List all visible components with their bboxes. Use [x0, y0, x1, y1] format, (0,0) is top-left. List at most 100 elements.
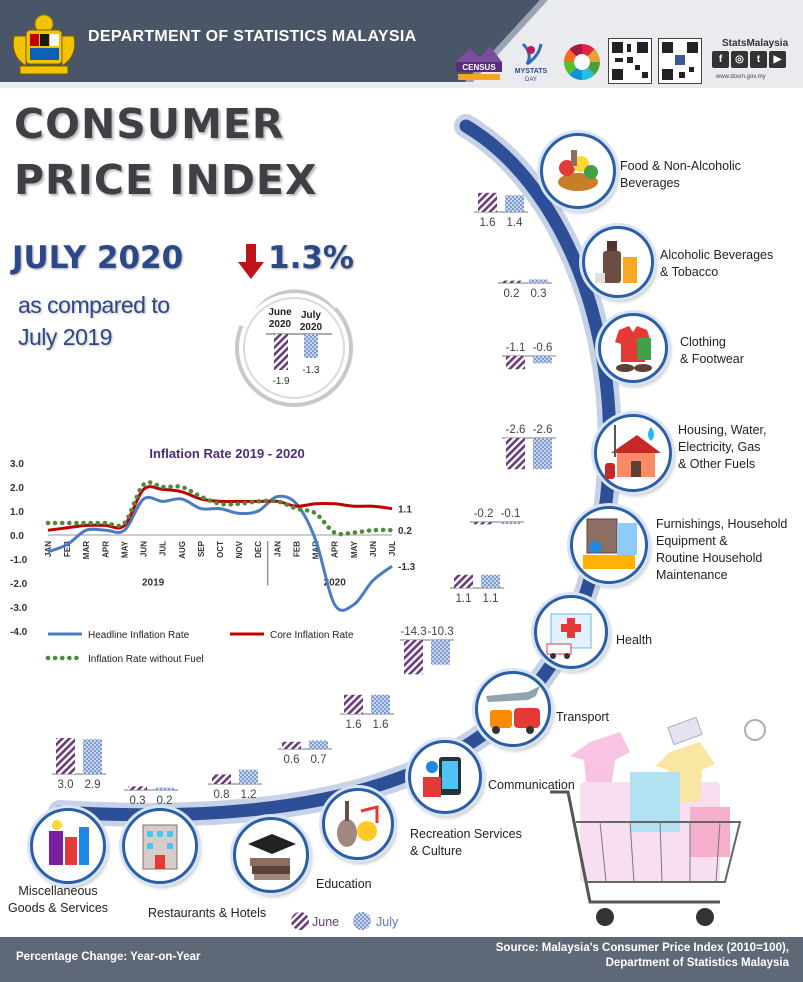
- series-end-label: -1.3: [398, 562, 416, 573]
- instagram-icon[interactable]: ◎: [731, 51, 748, 68]
- x-tick-label: SEP: [197, 540, 206, 557]
- bar-june: [506, 356, 525, 370]
- x-tick-label: FEB: [292, 541, 301, 557]
- crest-icon: [12, 14, 76, 75]
- category-label-health: Health: [616, 632, 652, 649]
- month-label: JULY 2020: [12, 240, 184, 276]
- bar-value-label: 1.1: [456, 593, 472, 605]
- facebook-icon[interactable]: f: [712, 51, 729, 68]
- census-label: CENSUS: [462, 63, 496, 72]
- bar-value-label: 2.9: [85, 779, 101, 791]
- headline-july-value: -1.3: [302, 365, 320, 376]
- bar-june: [478, 192, 497, 212]
- bar-value-label: -14.3: [400, 626, 426, 638]
- mystats-logo-icon: MYSTATS DAY: [515, 42, 548, 83]
- inflation-line-chart: Inflation Rate 2019 - 2020 3.0 2.0 1.0 0.0 -1…: [10, 446, 416, 665]
- bar-value-label: -0.1: [501, 508, 521, 520]
- food-icon: [540, 133, 616, 209]
- line-chart-title: Inflation Rate 2019 - 2020: [149, 446, 304, 461]
- x-tick-label: MAR: [82, 541, 91, 559]
- category-label-restaurants: Restaurants & Hotels: [148, 905, 266, 922]
- july-2020-label-2: 2020: [300, 322, 323, 333]
- category-label-line: Communication: [488, 778, 575, 792]
- category-label-alcohol: Alcoholic Beverages & Tobacco: [660, 247, 773, 281]
- bar-june: [404, 640, 423, 675]
- bar-july: [481, 574, 500, 588]
- sdg-wheel-icon: [564, 44, 600, 80]
- x-tick-label: JUN: [369, 541, 378, 557]
- footer-note: Percentage Change: Year-on-Year: [16, 951, 201, 963]
- x-tick-label: JUL: [159, 541, 168, 556]
- qr-code-icon: [608, 38, 652, 84]
- bar-june: [344, 694, 363, 714]
- category-label-education: Education: [316, 876, 372, 893]
- x-tick-label: JAN: [44, 541, 53, 557]
- shopping-cart-icon: [550, 716, 766, 926]
- twitter-icon[interactable]: t: [750, 51, 767, 68]
- bar-june: [506, 438, 525, 470]
- category-label-line: Food & Non-Alcoholic: [620, 159, 741, 173]
- category-label-line: Maintenance: [656, 568, 728, 582]
- series-line-1: [47, 485, 393, 532]
- category-label-line: Miscellaneous: [18, 884, 98, 898]
- bar-value-label: 1.4: [507, 217, 524, 229]
- bar-july: [505, 195, 524, 212]
- y-tick-label: -2.0: [10, 579, 28, 590]
- y-tick-label: 3.0: [10, 459, 24, 470]
- bar-july: [83, 739, 102, 774]
- title-line-1: CONSUMER: [14, 100, 285, 148]
- bar-value-label: 0.2: [504, 288, 520, 300]
- bar-june: [56, 738, 75, 774]
- x-tick-label: FEB: [63, 541, 72, 557]
- june-2020-label-1: June: [268, 307, 292, 318]
- x-tick-label: JAN: [273, 541, 282, 557]
- headline-compare-chart: June 2020 July 2020 -1.9 -1.3: [235, 286, 353, 407]
- brand-name: StatsMalaysia: [722, 38, 789, 49]
- footer-source-2: Department of Statistics Malaysia: [605, 957, 789, 969]
- transport-icon: [475, 671, 551, 747]
- brand-url[interactable]: www.dosm.gov.my: [716, 74, 766, 80]
- housing-utilities-icon: [594, 414, 672, 492]
- bar-june: [454, 574, 473, 588]
- bar-june: [474, 522, 493, 525]
- june-2020-label-2: 2020: [269, 319, 292, 330]
- category-label-line: Routine Household: [656, 551, 763, 565]
- bar-july: [239, 769, 258, 784]
- bar-value-label: -0.6: [533, 342, 553, 354]
- x-tick-label: MAY: [350, 540, 359, 558]
- category-label-line: Recreation Services: [410, 827, 522, 841]
- x-tick-label: JUN: [140, 541, 149, 557]
- legend-july-swatch: [353, 912, 371, 930]
- bar-value-label: -0.2: [474, 508, 494, 520]
- bar-value-label: -2.6: [533, 424, 553, 436]
- series-end-label: 0.2: [398, 526, 412, 537]
- bar-july: [371, 694, 390, 714]
- y-tick-label: 1.0: [10, 507, 24, 518]
- youtube-icon[interactable]: ▶: [769, 51, 786, 68]
- bar-value-label: 1.6: [373, 719, 389, 731]
- legend-june-label: June: [312, 915, 340, 929]
- category-label-communication: Communication: [488, 777, 575, 794]
- july-2020-label-1: July: [301, 310, 321, 321]
- y-tick-label: 0.0: [10, 531, 24, 542]
- bar-value-label: 1.2: [241, 789, 257, 801]
- category-label-line: & Tobacco: [660, 265, 719, 279]
- bar-june: [212, 774, 231, 784]
- mystats-sub-label: DAY: [525, 77, 537, 83]
- year-label-2020: 2020: [324, 577, 347, 588]
- legend-label: Core Inflation Rate: [270, 630, 354, 641]
- title-line-2: PRICE INDEX: [14, 156, 318, 204]
- header: DEPARTMENT OF STATISTICS MALAYSIA CENSUS…: [0, 0, 803, 88]
- headline-june-value: -1.9: [272, 376, 290, 387]
- series-line-2: [45, 480, 395, 537]
- legend-june-swatch: [291, 912, 309, 930]
- bar-value-label: 0.8: [214, 789, 230, 801]
- x-tick-label: MAR: [312, 541, 321, 559]
- category-label-furnishing: Furnishings, Household Equipment & Routine…: [656, 516, 787, 584]
- category-label-line: Equipment &: [656, 534, 728, 548]
- bar-value-label: -2.6: [506, 424, 526, 436]
- y-tick-label: 2.0: [10, 483, 24, 494]
- y-tick-label: -4.0: [10, 627, 28, 638]
- bar-value-label: 3.0: [58, 779, 74, 791]
